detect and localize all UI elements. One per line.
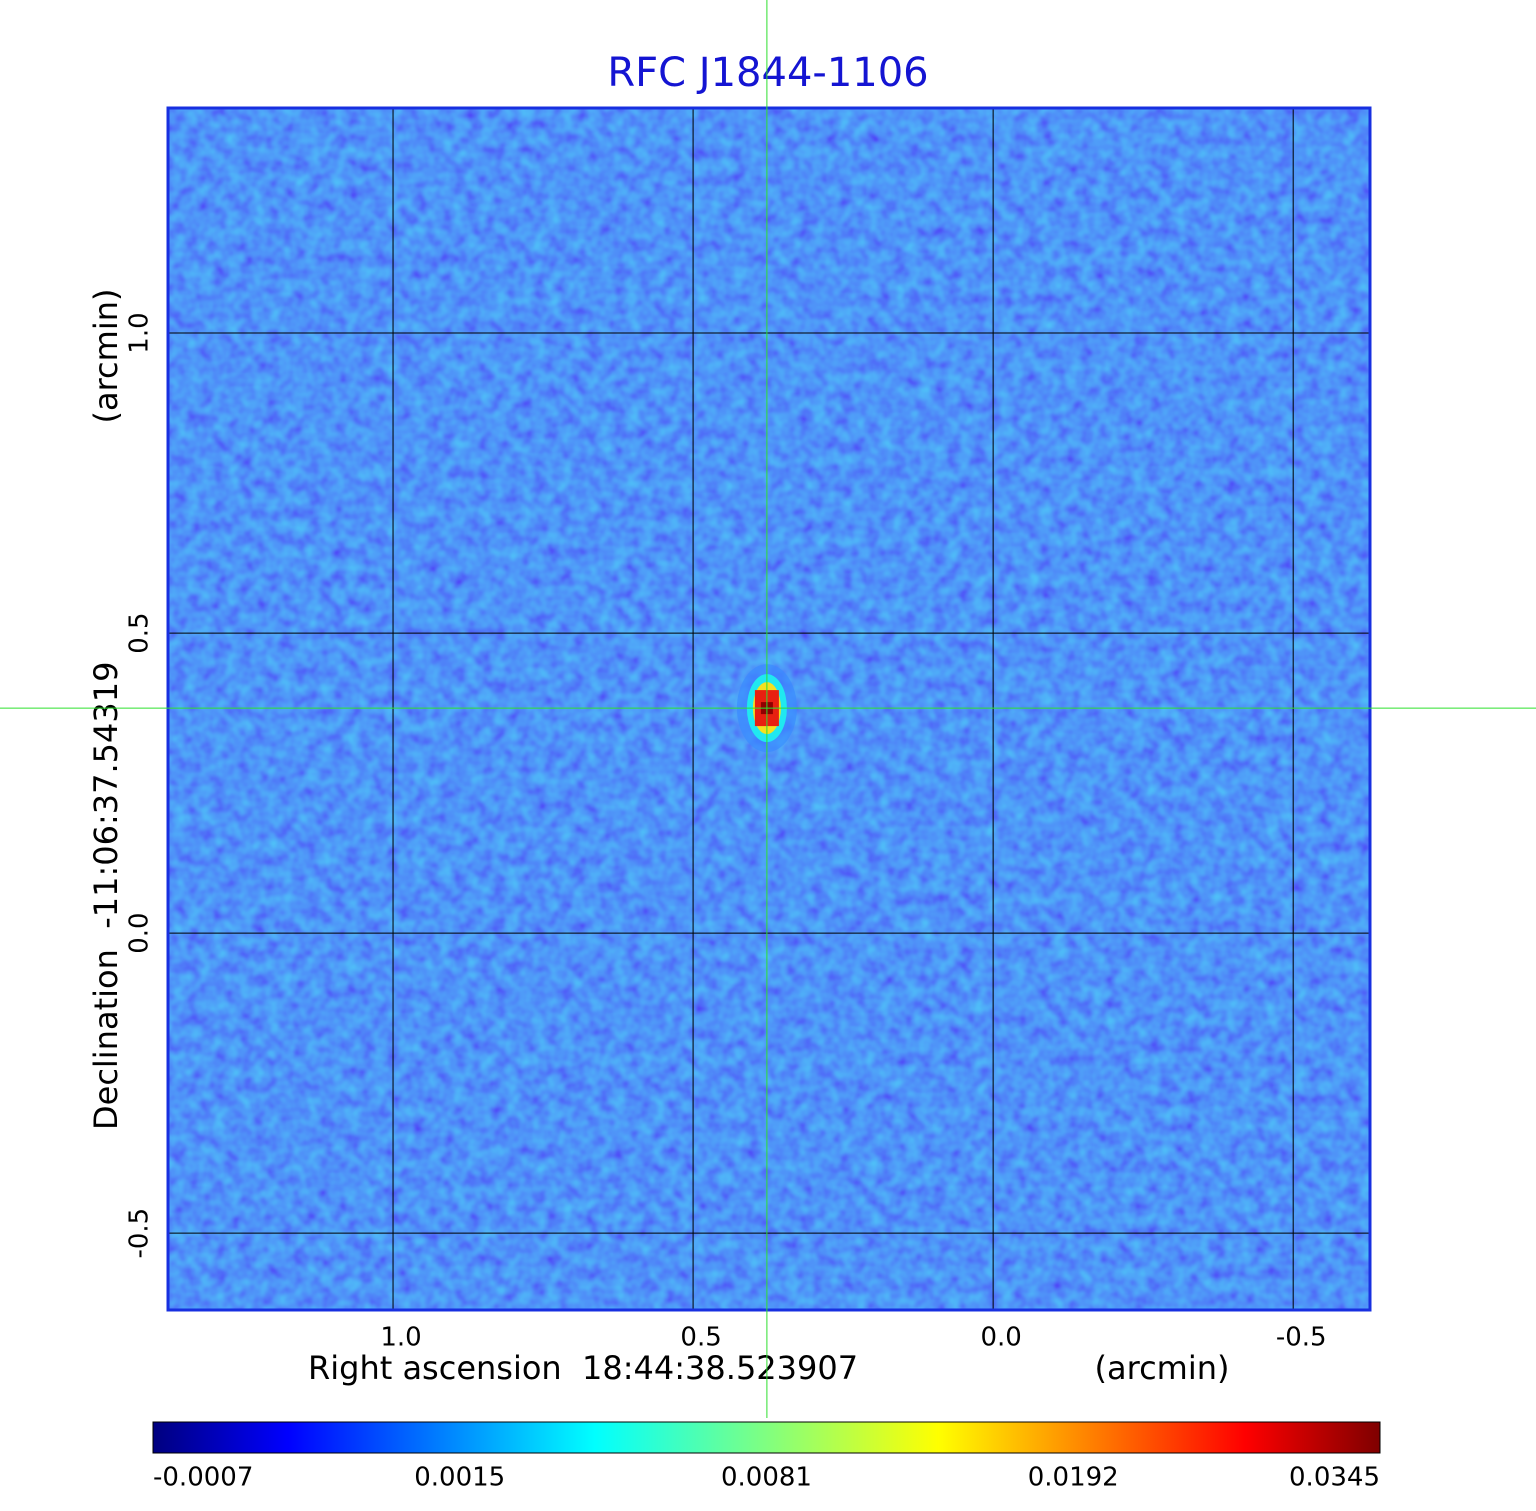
x-axis-unit: (arcmin) <box>1095 1349 1230 1387</box>
chart-title: RFC J1844-1106 <box>607 50 928 96</box>
y-tick-label: -0.5 <box>125 1208 155 1259</box>
image-border <box>166 106 1372 1312</box>
colorbar-tick-label: 0.0081 <box>721 1463 812 1493</box>
x-axis-label: Right ascension 18:44:38.523907 <box>308 1349 858 1387</box>
y-axis-label: Declination -11:06:37.54319 <box>87 662 125 1130</box>
y-tick-label: 0.0 <box>125 912 155 953</box>
colorbar-tick-label: 0.0345 <box>1289 1463 1380 1493</box>
x-tick-label: 0.5 <box>680 1323 721 1353</box>
colorbar-tick-label: -0.0007 <box>153 1463 253 1493</box>
colorbar-tick-label: 0.0015 <box>414 1463 505 1493</box>
colorbar-tick-label: 0.0192 <box>1028 1463 1119 1493</box>
y-tick-label: 0.5 <box>125 612 155 653</box>
x-tick-label: 0.0 <box>980 1323 1021 1353</box>
y-tick-label: 1.0 <box>125 312 155 353</box>
x-tick-label: 1.0 <box>380 1323 421 1353</box>
x-tick-label: -0.5 <box>1276 1323 1327 1353</box>
colorbar <box>152 1421 1381 1454</box>
y-axis-unit: (arcmin) <box>87 289 125 424</box>
